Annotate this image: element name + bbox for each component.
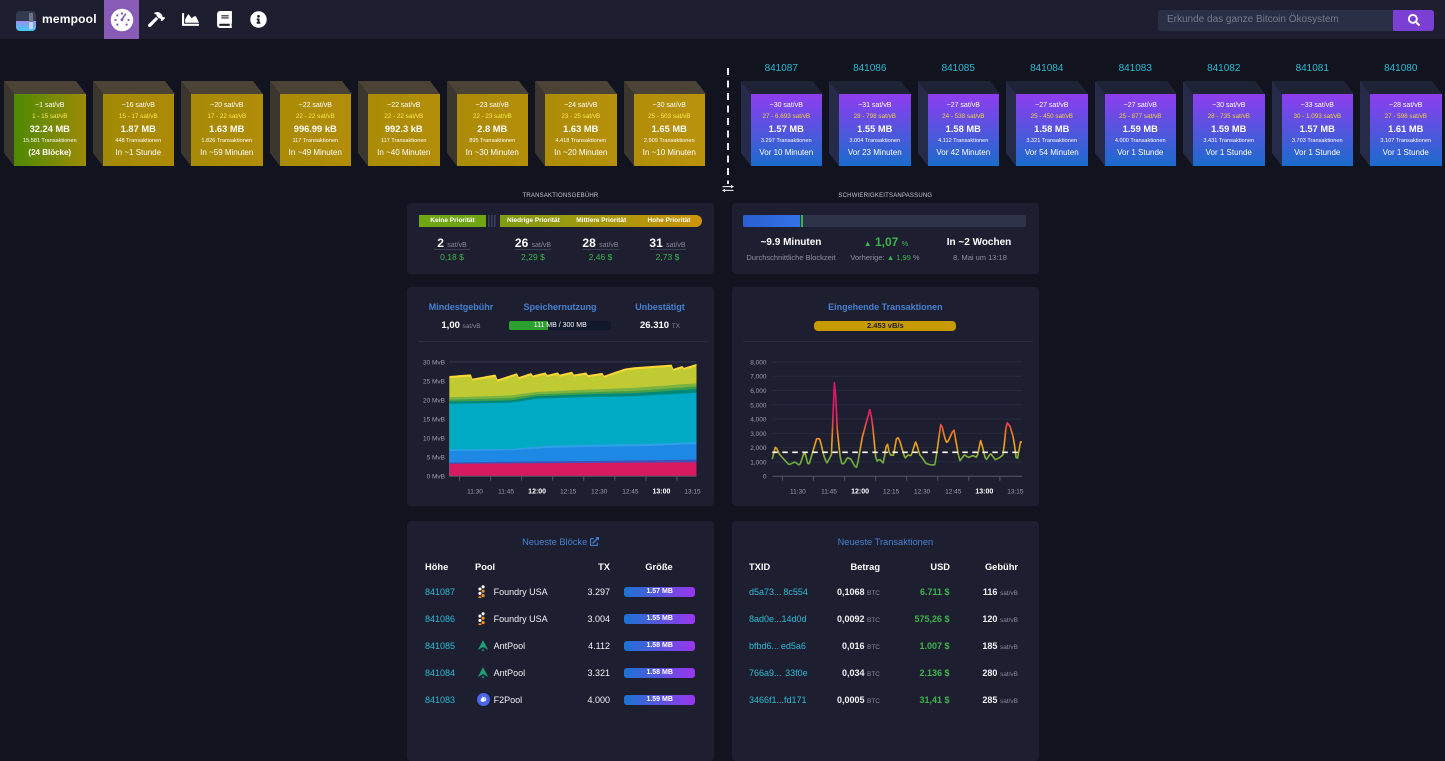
svg-text:20 MvB: 20 MvB — [423, 398, 445, 405]
svg-text:10 MvB: 10 MvB — [423, 436, 445, 443]
svg-text:7,000: 7,000 — [750, 374, 767, 381]
svg-text:2,000: 2,000 — [750, 445, 767, 452]
svg-text:15 MvB: 15 MvB — [423, 417, 445, 424]
svg-text:4,000: 4,000 — [750, 417, 767, 424]
svg-text:8,000: 8,000 — [750, 359, 767, 366]
svg-text:13:15: 13:15 — [1007, 489, 1024, 496]
svg-text:13:15: 13:15 — [684, 489, 701, 496]
svg-text:5 MvB: 5 MvB — [427, 455, 445, 462]
svg-text:12:30: 12:30 — [914, 489, 931, 496]
svg-text:5,000: 5,000 — [750, 402, 767, 409]
svg-text:13:00: 13:00 — [975, 489, 993, 496]
svg-text:13:00: 13:00 — [652, 489, 670, 496]
svg-text:25 MvB: 25 MvB — [423, 378, 445, 385]
svg-text:3,000: 3,000 — [750, 431, 767, 438]
svg-text:12:00: 12:00 — [851, 489, 869, 496]
svg-text:11:30: 11:30 — [790, 489, 806, 496]
svg-text:1,000: 1,000 — [750, 459, 767, 466]
svg-text:11:45: 11:45 — [498, 489, 514, 496]
svg-text:12:00: 12:00 — [528, 489, 546, 496]
svg-text:0: 0 — [763, 474, 767, 481]
svg-text:11:30: 11:30 — [467, 489, 483, 496]
svg-text:6,000: 6,000 — [750, 388, 767, 395]
svg-text:12:15: 12:15 — [883, 489, 900, 496]
svg-text:12:45: 12:45 — [945, 489, 962, 496]
svg-text:12:30: 12:30 — [591, 489, 608, 496]
svg-text:0 MvB: 0 MvB — [427, 474, 445, 481]
svg-text:12:15: 12:15 — [560, 489, 577, 496]
svg-text:11:45: 11:45 — [821, 489, 837, 496]
svg-text:30 MvB: 30 MvB — [423, 359, 445, 366]
svg-text:12:45: 12:45 — [622, 489, 639, 496]
